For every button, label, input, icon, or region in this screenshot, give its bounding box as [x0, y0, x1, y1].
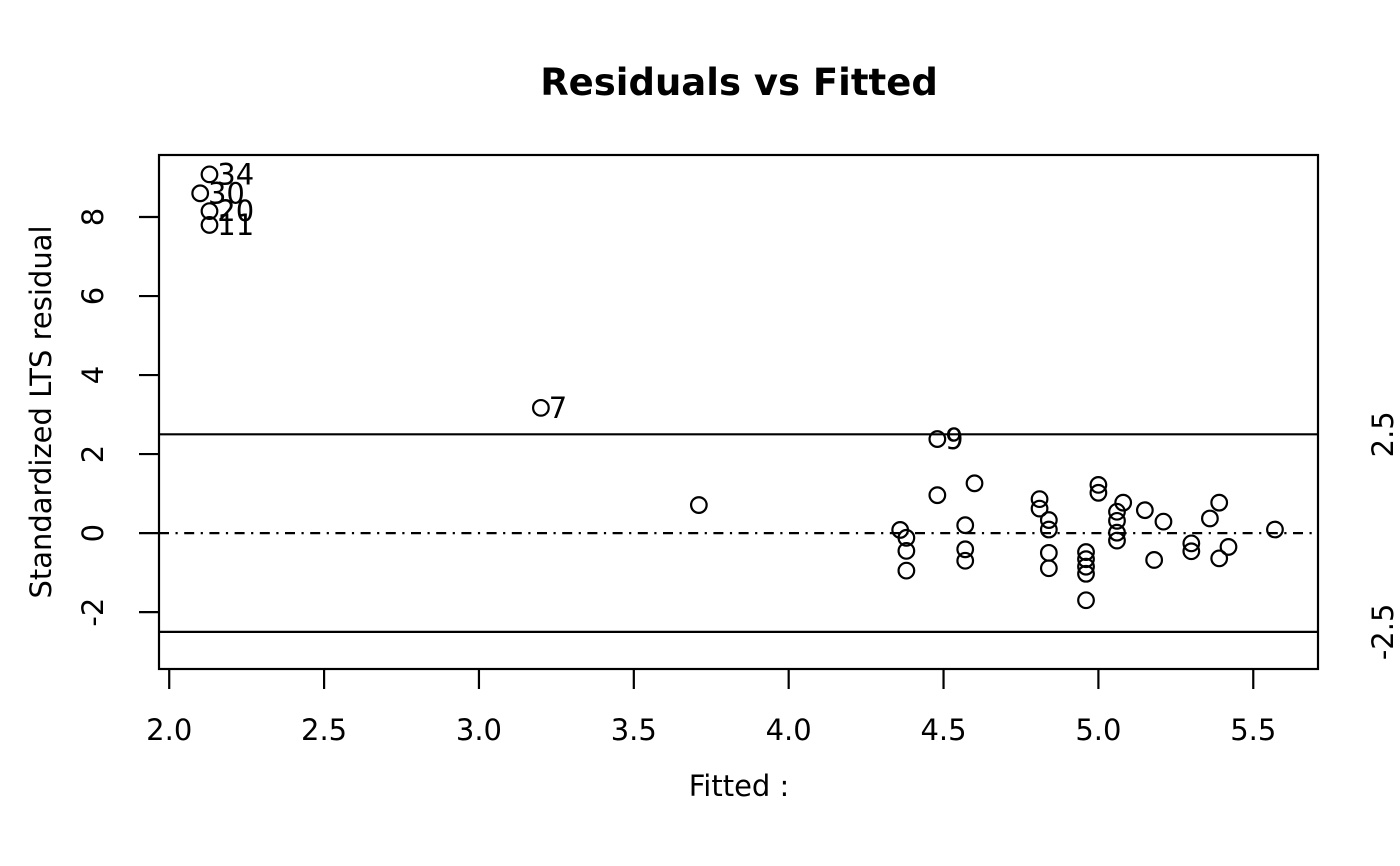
right-axis-label: -2.5 — [1366, 604, 1400, 661]
chart-title: Residuals vs Fitted — [540, 61, 938, 104]
y-axis-tick-label: 2 — [76, 445, 110, 463]
x-axis-label: Fitted : — [688, 769, 790, 803]
y-axis-tick-label: 6 — [76, 287, 110, 305]
y-axis-tick-label: 0 — [76, 524, 110, 542]
x-axis-tick-label: 5.5 — [1230, 713, 1276, 747]
data-point — [1182, 534, 1201, 553]
plot-frame — [157, 153, 1320, 671]
y-axis-label: Standardized LTS residual — [24, 225, 58, 599]
data-point — [200, 216, 219, 234]
data-point — [1210, 549, 1229, 568]
x-axis-tick-label: 3.0 — [456, 713, 502, 747]
data-point — [1108, 531, 1126, 550]
data-point-label: 11 — [217, 208, 254, 242]
data-point — [1266, 520, 1284, 539]
data-point — [1077, 564, 1095, 583]
data-point — [1210, 493, 1229, 512]
data-point — [1145, 551, 1164, 569]
data-point — [956, 540, 975, 559]
data-point — [928, 430, 947, 448]
data-point-label: 9 — [945, 422, 963, 456]
x-axis-tick-label: 5.0 — [1075, 713, 1121, 747]
data-point — [1108, 502, 1126, 521]
data-point — [1108, 511, 1126, 530]
data-point-label: 20 — [217, 194, 254, 228]
data-point — [928, 486, 947, 505]
data-point — [1089, 475, 1108, 494]
data-point — [1030, 490, 1049, 509]
data-point — [191, 184, 210, 203]
data-point — [956, 551, 975, 570]
data-point — [1039, 559, 1058, 578]
data-point — [689, 496, 708, 514]
data-point — [1039, 511, 1058, 529]
data-point — [1182, 542, 1201, 561]
data-point — [1030, 499, 1049, 518]
data-point — [1154, 512, 1173, 531]
y-axis-tick-label: -2 — [76, 598, 110, 627]
data-point — [1039, 543, 1058, 562]
x-axis-tick-label: 2.5 — [301, 713, 347, 747]
data-point — [965, 474, 984, 493]
data-point-label: 7 — [549, 391, 567, 425]
data-point — [1039, 520, 1058, 539]
right-axis-label: 2.5 — [1366, 411, 1400, 457]
data-point — [200, 202, 219, 221]
data-point — [897, 528, 916, 547]
data-point — [531, 398, 550, 417]
data-point — [956, 516, 975, 535]
data-point — [1077, 591, 1095, 610]
data-point-label: 34 — [217, 157, 254, 191]
x-axis-tick-label: 4.0 — [766, 713, 812, 747]
x-axis-tick-label: 3.5 — [611, 713, 657, 747]
data-point — [200, 165, 219, 184]
data-point — [1089, 483, 1108, 502]
x-axis-tick-label: 2.0 — [146, 713, 192, 747]
data-point — [1201, 509, 1219, 528]
data-point — [1219, 538, 1238, 556]
data-point — [1114, 493, 1133, 512]
data-point — [1135, 501, 1154, 520]
x-axis-tick-label: 4.5 — [920, 713, 966, 747]
data-point — [897, 541, 916, 560]
data-point — [897, 561, 916, 580]
data-point — [1077, 557, 1095, 576]
y-axis-tick-label: 8 — [76, 208, 110, 226]
data-point — [1108, 523, 1126, 542]
y-axis-tick-label: 4 — [76, 366, 110, 384]
